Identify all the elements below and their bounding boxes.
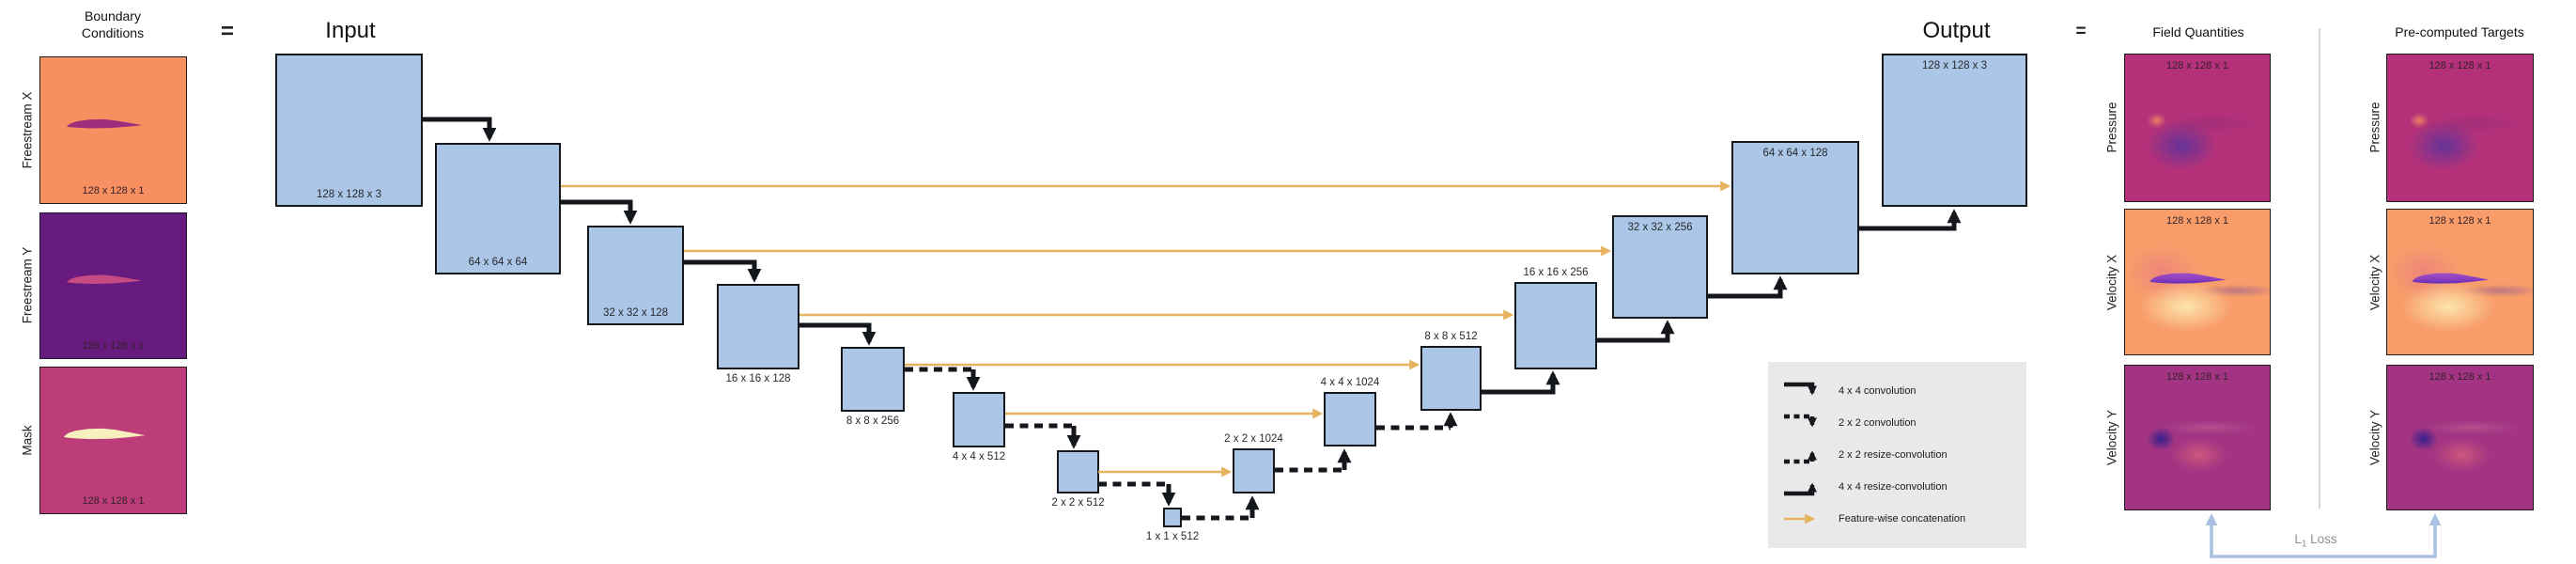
legend-item-concat: Feature-wise concatenation [1781, 506, 1965, 532]
layer-dims: 4 x 4 x 512 [952, 451, 1006, 462]
mask-image: 128 x 128 x 1 [39, 367, 187, 514]
layer-dims: 128 x 128 x 3 [1921, 60, 1988, 71]
freestream-y-dims: 128 x 128 x 1 [82, 340, 145, 352]
unet-box-enc-64x64x64: 64 x 64 x 64 [435, 143, 561, 274]
legend-label: 4 x 4 resize-convolution [1839, 481, 1948, 493]
resize4-arrow-3 [1708, 275, 1788, 299]
equals-sign-left: = [220, 19, 234, 44]
unet-box-output-128x128x3: 128 x 128 x 3 [1882, 54, 2027, 207]
pt-velocity-y-dims: 128 x 128 x 1 [2429, 371, 2491, 383]
legend-item-resize2: 2 x 2 resize-convolution [1781, 442, 1948, 468]
l1-loss-label: L1 Loss [2255, 532, 2377, 550]
layer-dims: 1 x 1 x 512 [1145, 531, 1200, 542]
legend-item-resize4: 4 x 4 resize-convolution [1781, 474, 1948, 500]
fq-pressure-label: Pressure [2104, 102, 2119, 153]
layer-dims: 32 x 32 x 128 [602, 307, 669, 319]
unet-box-enc-32x32x128: 32 x 32 x 128 [587, 226, 684, 325]
conv4-arrow-2 [561, 199, 638, 225]
pt-velocity-x-label: Velocity X [2367, 254, 2382, 311]
legend-item-conv2: 2 x 2 convolution [1781, 410, 1916, 436]
pt-velocity-x-dims: 128 x 128 x 1 [2429, 215, 2491, 227]
layer-dims: 64 x 64 x 64 [468, 257, 528, 268]
orange-right-arrow-icon [1784, 513, 1816, 525]
unet-box-bottleneck-1x1x512: 1 x 1 x 512 [1146, 508, 1199, 542]
pt-velocity-x-image: 128 x 128 x 1 [2386, 209, 2534, 355]
legend-label: 2 x 2 convolution [1839, 417, 1916, 429]
precomputed-targets-title: Pre-computed Targets [2395, 24, 2524, 39]
pt-pressure-image: 128 x 128 x 1 [2386, 54, 2534, 202]
layer-dims: 16 x 16 x 256 [1523, 267, 1589, 278]
legend-label: Feature-wise concatenation [1839, 513, 1966, 525]
layer-dims: 8 x 8 x 512 [1424, 331, 1478, 342]
pt-velocity-y-label: Velocity Y [2367, 409, 2382, 466]
layer-dims: 32 x 32 x 256 [1627, 222, 1693, 233]
layer-dims: 2 x 2 x 512 [1051, 497, 1105, 509]
resize4-arrow-4 [1859, 209, 1962, 231]
unet-box-enc-16x16x128: 16 x 16 x 128 [717, 284, 799, 384]
unet-box-dec-4x4x1024: 4 x 4 x 1024 [1321, 377, 1379, 446]
legend-label: 2 x 2 resize-convolution [1839, 449, 1948, 461]
field-quantities-title: Field Quantities [2152, 24, 2244, 39]
input-title: Input [325, 18, 376, 43]
freestream-x-label: Freestream X [20, 91, 35, 169]
freestream-x-dims: 128 x 128 x 1 [82, 185, 145, 196]
mask-dims: 128 x 128 x 1 [82, 495, 145, 507]
fq-velocity-y-dims: 128 x 128 x 1 [2165, 371, 2229, 383]
solid-up-arrow-icon [1784, 482, 1817, 496]
dashed-down-arrow-icon [1784, 414, 1817, 428]
boundary-title-line1: Boundary [85, 8, 141, 24]
airfoil-silhouette [2149, 273, 2227, 284]
fq-pressure-image: 128 x 128 x 1 [2124, 54, 2271, 202]
boundary-conditions-title: Boundary Conditions [28, 8, 197, 41]
conv4-arrow-1 [423, 117, 497, 142]
loss-subscript: 1 [2301, 539, 2307, 550]
unet-box-enc-4x4x512: 4 x 4 x 512 [953, 392, 1005, 462]
layer-dims: 4 x 4 x 1024 [1320, 377, 1380, 388]
unet-box-dec-16x16x256: 16 x 16 x 256 [1514, 267, 1597, 369]
fq-velocity-y-label: Velocity Y [2104, 409, 2119, 466]
fq-velocity-y-image: 128 x 128 x 1 [2124, 365, 2271, 510]
airfoil-silhouette [66, 118, 143, 129]
airfoil-silhouette [66, 274, 143, 284]
unet-box-input-128x128x3: 128 x 128 x 3 [275, 54, 423, 207]
unet-box-enc-8x8x256: 8 x 8 x 256 [841, 347, 905, 427]
layer-dims: 8 x 8 x 256 [846, 415, 900, 427]
freestream-y-image: 128 x 128 x 1 [39, 212, 187, 359]
dashed-up-arrow-icon [1784, 450, 1817, 464]
unet-box-dec-2x2x1024: 2 x 2 x 1024 [1224, 433, 1283, 494]
pt-pressure-dims: 128 x 128 x 1 [2429, 60, 2491, 71]
fq-velocity-x-image: 128 x 128 x 1 [2124, 209, 2271, 355]
fq-velocity-x-label: Velocity X [2104, 254, 2119, 311]
resize4-arrow-2 [1597, 320, 1675, 343]
airfoil-silhouette [2412, 273, 2490, 284]
layer-dims: 128 x 128 x 3 [316, 189, 382, 200]
layer-dims: 16 x 16 x 128 [725, 373, 791, 384]
resize4-arrow-1 [1482, 370, 1560, 395]
pt-pressure-label: Pressure [2367, 102, 2382, 153]
layer-dims: 2 x 2 x 1024 [1224, 433, 1283, 445]
equals-sign-right: = [2075, 22, 2087, 41]
freestream-x-image: 128 x 128 x 1 [39, 56, 187, 204]
loss-prefix: L [2294, 532, 2302, 546]
boundary-title-line2: Conditions [81, 25, 145, 40]
layer-dims: 64 x 64 x 128 [1762, 148, 1828, 159]
output-title: Output [1922, 18, 1991, 43]
loss-suffix: Loss [2306, 532, 2337, 546]
fq-pressure-dims: 128 x 128 x 1 [2165, 60, 2229, 71]
legend-label: 4 x 4 convolution [1839, 385, 1916, 397]
fq-velocity-x-dims: 128 x 128 x 1 [2165, 215, 2229, 227]
freestream-y-label: Freestream Y [20, 246, 35, 324]
unet-box-dec-32x32x256: 32 x 32 x 256 [1612, 215, 1708, 319]
solid-down-arrow-icon [1784, 382, 1817, 396]
pt-velocity-y-image: 128 x 128 x 1 [2386, 365, 2534, 510]
unet-box-dec-64x64x128: 64 x 64 x 128 [1731, 141, 1859, 274]
unet-box-enc-2x2x512: 2 x 2 x 512 [1051, 450, 1105, 509]
legend-item-conv4: 4 x 4 convolution [1781, 378, 1916, 404]
unet-box-dec-8x8x512: 8 x 8 x 512 [1420, 331, 1482, 411]
airfoil-silhouette [63, 428, 146, 440]
mask-label: Mask [20, 425, 35, 456]
conv4-arrow-4 [799, 322, 877, 346]
conv4-arrow-3 [684, 259, 762, 283]
